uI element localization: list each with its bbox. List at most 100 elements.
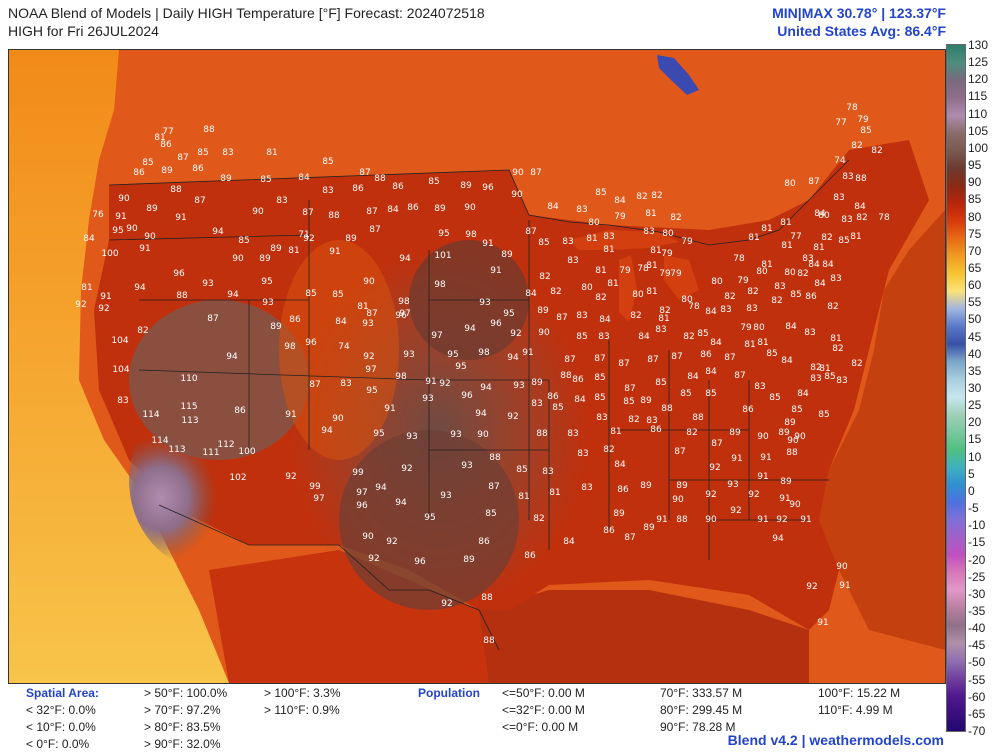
temperature-value: 83 [646,416,657,426]
temperature-value: 89 [729,428,741,438]
temperature-value: 86 [547,392,559,402]
temperature-value: 97 [313,494,324,504]
temperature-value: 80 [662,229,674,239]
temperature-value: 81 [607,279,618,289]
temperature-value: 83 [655,325,666,335]
temperature-value: 82 [797,269,808,279]
lake-superior [569,230,679,250]
temperature-value: 94 [321,426,333,436]
temperature-value: 97 [399,309,410,319]
temperature-value: 93 [479,298,490,308]
temperature-value: 84 [563,537,575,547]
temperature-value: 83 [842,172,853,182]
temperature-value: 80 [581,283,593,293]
temperature-value: 83 [340,379,351,389]
temperature-value: 94 [212,227,224,237]
temperature-value: 84 [298,173,310,183]
spatial-area-title: Spatial Area: [26,686,99,700]
temperature-value: 94 [399,254,411,264]
temperature-value: 85 [860,126,871,136]
temperature-value: 82 [595,293,606,303]
temperature-value: 86 [700,350,712,360]
temperature-value: 80 [818,211,830,221]
colorbar-tick: 80 [968,210,982,224]
temperature-value: 87 [618,359,629,369]
temperature-value: 90 [126,224,138,234]
temperature-value: 92 [776,515,787,525]
temperature-value: 95 [447,350,458,360]
temperature-value: 84 [387,205,399,215]
temperature-value: 84 [547,202,559,212]
temperature-value: 79 [857,115,869,125]
temperature-value: 84 [808,260,820,270]
temperature-value: 80 [784,268,796,278]
temperature-value: 91 [760,453,771,463]
lake-huron [664,255,699,300]
temperature-value: 95 [261,277,272,287]
colorbar-tick: 75 [968,227,982,241]
temperature-value: 87 [624,384,635,394]
temperature-value: 87 [177,153,188,163]
temperature-value: 95 [112,226,123,236]
temperature-value: 85 [576,332,587,342]
temperature-value: 85 [790,290,801,300]
temperature-value: 92 [98,304,109,314]
temperature-value: 71 [298,230,309,240]
temperature-map[interactable]: 81 77 88 86 87 85 83 81 85 86 89 86 89 85 84 85 83 86 87 88… [8,49,946,684]
temperature-value: 94 [227,290,239,300]
temperature-value: 82 [683,332,694,342]
temperature-value: 81 [646,287,657,297]
population-stat: 100°F: 15.22 M [818,686,901,700]
temperature-value: 89 [434,204,446,214]
colorbar-tick: -65 [968,707,986,721]
temperature-value: 77 [790,232,801,242]
temperature-value: 87 [488,482,499,492]
temperature-value: 84 [705,367,717,377]
temperature-value: 93 [362,319,373,329]
temperature-value: 85 [818,410,829,420]
temperature-value: 87 [564,355,575,365]
temperature-value: 89 [531,378,543,388]
temperature-value: 87 [647,355,658,365]
temperature-value: 92 [368,554,379,564]
temperature-value: 81 [595,266,606,276]
temperature-value: 82 [533,514,544,524]
temperature-value: 98 [395,372,407,382]
colorbar-tick: 10 [968,450,982,464]
state-line-1 [108,200,829,560]
temperature-value: 82 [827,302,838,312]
colorbar-tick: -45 [968,638,986,652]
temperature-value: 78 [733,254,745,264]
temperature-value: 91 [522,348,533,358]
temperature-value: 88 [176,291,188,301]
temperature-value: 89 [270,322,282,332]
temperature-value: 82 [851,141,862,151]
temperature-value: 87 [808,177,819,187]
temperature-value: 83 [836,376,847,386]
temperature-value: 92 [441,599,452,609]
temperature-value: 90 [787,436,799,446]
temperature-value: 81 [744,340,755,350]
temperature-value: 94 [480,383,492,393]
great-basin-region [129,300,309,460]
temperature-value: 79 [661,249,673,259]
colorbar-tick: -20 [968,553,986,567]
population-col3: 100°F: 15.22 M 110°F: 4.99 M [818,685,900,719]
temperature-value: 94 [772,534,784,544]
temperature-value: 91 [757,472,768,482]
temperature-value: 91 [731,454,742,464]
temperature-value: 89 [640,396,652,406]
temperature-value: 74 [834,156,846,166]
temperature-value: 91 [800,515,811,525]
temperature-value: 82 [871,146,882,156]
colorbar-tick: -15 [968,535,986,549]
temperature-value: 99 [352,468,364,478]
temperature-value: 87 [594,354,605,364]
temperature-value: 90 [232,254,244,264]
temperature-value: 91 [384,404,395,414]
temperature-value: 82 [659,306,670,316]
footer-credit[interactable]: Blend v4.2 | weathermodels.com [727,732,944,748]
temperature-value: 89 [259,254,271,264]
temperature-value: 86 [392,182,404,192]
temperature-value: 88 [536,429,548,439]
